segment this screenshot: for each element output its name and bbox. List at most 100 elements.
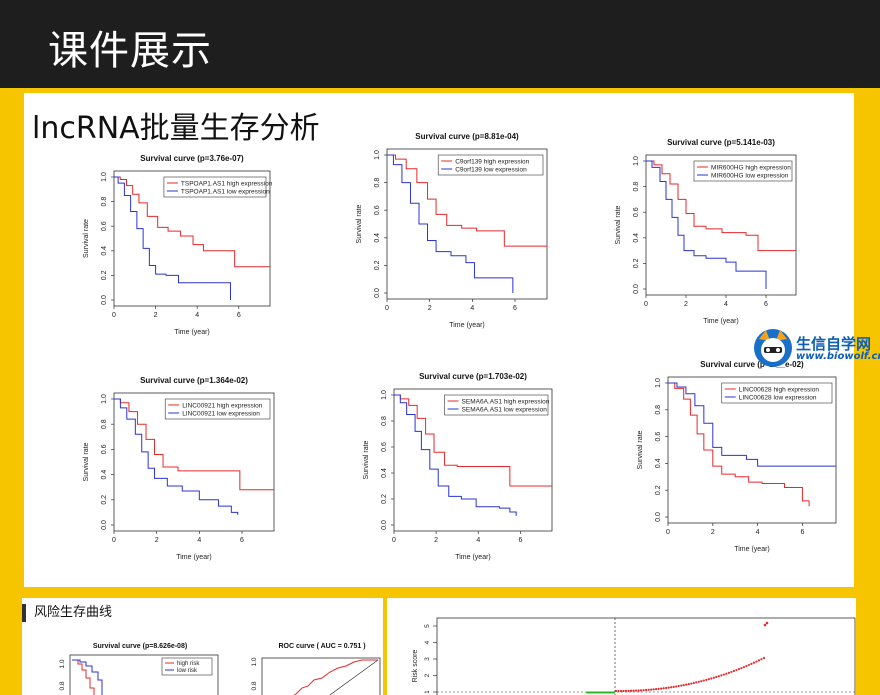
survival-plot-1: Survival curve (p=3.76e-07) 0.0 0.2 0.4 0.6 0…: [83, 154, 273, 336]
high-risk-point: [619, 689, 623, 693]
high-risk-point: [747, 663, 751, 667]
y-tick-label: 0.8: [101, 197, 108, 207]
x-axis-label: Time (year): [703, 318, 739, 325]
risk-survival-frame: [69, 654, 219, 695]
high-risk-point: [725, 672, 728, 675]
high-risk-line: [72, 659, 95, 695]
risk-frame: [436, 617, 856, 695]
low-expression-line: [387, 154, 514, 293]
x-tick-label: 4: [756, 529, 760, 536]
y-tick-label: 0.4: [101, 246, 108, 256]
roc-frame: [261, 657, 381, 695]
x-tick-label: 6: [237, 312, 241, 319]
high-risk-point: [629, 689, 633, 692]
wolf-logo-icon: [754, 329, 792, 367]
high-risk-point: [645, 688, 648, 692]
y-tick-label: 0.6: [101, 221, 108, 231]
high-risk-point: [763, 623, 767, 627]
y-tick-label: 0.6: [381, 442, 388, 452]
x-tick-label: 4: [476, 537, 480, 544]
y-tick-label: 0.2: [633, 258, 640, 268]
plot-title: Survival curve (p=8.81e-04): [415, 132, 519, 141]
y-tick-label: 0.8: [101, 419, 108, 429]
x-axis-label: Time (year): [455, 554, 491, 561]
legend-high-label: C9orf139 high expression: [455, 159, 529, 166]
high-risk-point: [667, 686, 670, 689]
high-risk-point: [710, 677, 713, 680]
x-tick-label: 0: [112, 537, 116, 544]
high-risk-point: [762, 656, 766, 660]
x-tick-label: 0: [666, 529, 670, 536]
low-risk-point: [613, 691, 616, 694]
high-risk-point: [662, 687, 665, 690]
legend-low-label: LINC00921 low expression: [182, 411, 260, 418]
roc-title: ROC curve ( AUC = 0.751 ): [278, 643, 365, 650]
y-tick-label: 0.0: [633, 284, 640, 294]
main-slide-panel: lncRNA批量生存分析 Survival curve (p=3.76e-07)…: [24, 93, 854, 587]
x-axis-label: Time (year): [449, 322, 485, 329]
y-tick-label: 0.4: [655, 458, 662, 468]
low-expression-line: [394, 394, 517, 516]
x-tick-label: 0: [385, 305, 389, 312]
y-tick-label: 1.0: [101, 394, 108, 404]
y-tick-label: 1.0: [101, 172, 108, 182]
legend-high-label: LINC00921 high expression: [182, 403, 263, 410]
high-risk-point: [732, 669, 735, 673]
x-tick-label: 6: [518, 537, 522, 544]
y-tick-label: 0.4: [374, 233, 381, 243]
high-risk-point: [672, 685, 675, 688]
biowolf-logo: 生信自学网 www.biowolf.cn: [752, 327, 880, 371]
y-axis-label: Survival rate: [637, 430, 644, 469]
plot-title: Survival curve (p=1.703e-02): [419, 372, 527, 381]
y-tick-label: 0.0: [101, 295, 108, 305]
low-expression-line: [114, 176, 231, 300]
y-tick-label: 1.0: [655, 378, 662, 388]
x-tick-label: 0: [644, 301, 648, 308]
high-risk-point: [715, 675, 718, 679]
y-tick-label: 0.2: [101, 495, 108, 505]
legend-box: [693, 160, 793, 182]
x-tick-label: 2: [684, 301, 688, 308]
high-risk-point: [702, 679, 705, 682]
high-risk-point: [700, 680, 703, 683]
high-expression-line: [114, 398, 274, 491]
x-tick-label: 4: [724, 301, 728, 308]
survival-plot-5: Survival curve (p=1.703e-02) 0.0 0.2 0.4 0.6…: [363, 372, 553, 561]
slide-heading: lncRNA批量生存分析: [32, 111, 320, 146]
high-risk-point: [685, 683, 688, 686]
plot-title: Survival curve (p=1.364e-02): [140, 376, 248, 385]
plot-frame: [113, 170, 271, 307]
high-risk-point: [727, 671, 730, 674]
high-expression-line: [387, 154, 547, 247]
risk-ytick-label: 2: [424, 673, 431, 677]
high-risk-point: [680, 684, 683, 687]
x-tick-label: 0: [112, 312, 116, 319]
y-tick-label: 0.8: [633, 182, 640, 192]
legend-low-label: MIR600HG low expression: [711, 173, 789, 180]
risk-ytick-label: 1.0: [59, 659, 66, 668]
roc-ytick-label: 1.0: [251, 657, 258, 666]
x-tick-label: 4: [470, 305, 474, 312]
high-risk-point: [707, 678, 710, 681]
high-risk-point: [627, 689, 630, 692]
legend-high-risk-label: high risk: [177, 661, 200, 667]
x-tick-label: 2: [428, 305, 432, 312]
x-tick-label: 2: [434, 537, 438, 544]
survival-plot-4: Survival curve (p=1.364e-02) 0.0 0.2 0.4 0.6…: [83, 376, 275, 561]
high-risk-point: [652, 688, 655, 691]
y-tick-label: 0.6: [101, 444, 108, 454]
y-tick-label: 0.6: [633, 207, 640, 217]
legend-high-label: MIR600HG high expression: [711, 165, 791, 172]
x-axis-label: Time (year): [734, 546, 770, 553]
high-risk-point: [750, 662, 753, 665]
y-axis-label: Survival rate: [615, 205, 622, 244]
high-risk-point: [690, 682, 693, 685]
high-risk-point: [622, 689, 625, 693]
high-expression-line: [646, 160, 796, 252]
logo-url-text: www.biowolf.cn: [796, 351, 880, 362]
high-risk-point: [730, 670, 733, 674]
legend-low-label: TSPOAP1.AS1 low expression: [181, 189, 270, 196]
y-tick-label: 0.2: [381, 494, 388, 504]
risk-score-panel: 5 4 3 2 1 Risk score: [387, 598, 856, 695]
y-axis-label: Survival rate: [83, 219, 90, 258]
